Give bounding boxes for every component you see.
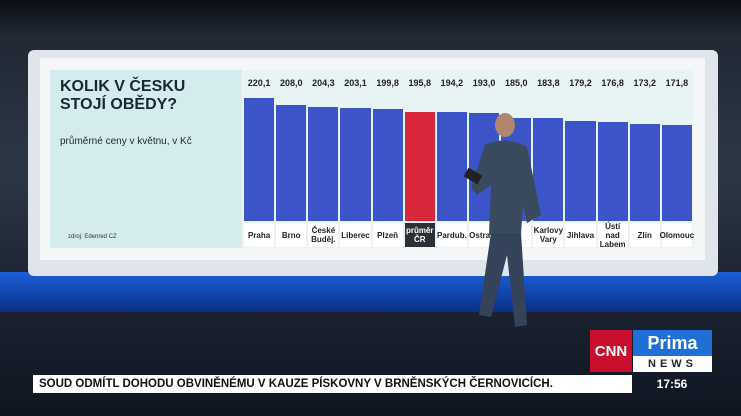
ceiling bbox=[0, 0, 741, 40]
x-tick-label: Brno bbox=[276, 223, 307, 247]
x-tick-label: Pardub. bbox=[436, 223, 467, 247]
source: zdroj: Edenred CZ bbox=[68, 234, 117, 240]
value-label: 183,8 bbox=[537, 78, 560, 88]
chart-title: KOLIK V ČESKU STOJÍ OBĚDY? bbox=[60, 78, 186, 113]
value-label: 199,8 bbox=[376, 78, 399, 88]
x-tick-label: Olomouc bbox=[660, 223, 694, 247]
value-label: 173,2 bbox=[633, 78, 657, 88]
x-tick-label: Ústí nad Labem bbox=[597, 222, 628, 249]
value-label: 204,3 bbox=[312, 78, 335, 88]
x-tick-label: Jihlava bbox=[565, 223, 596, 247]
value-label: 208,0 bbox=[279, 78, 303, 88]
presenter bbox=[463, 113, 541, 327]
bar bbox=[565, 120, 596, 221]
x-tick-label: České Buděj. bbox=[308, 223, 339, 247]
bar bbox=[308, 106, 339, 221]
x-tick-label: průměr ČR bbox=[404, 223, 435, 247]
ticker: SOUD ODMÍTL DOHODU OBVINĚNÉMU V KAUZE PÍ… bbox=[33, 375, 632, 393]
value-label: 220,1 bbox=[247, 78, 271, 88]
bar bbox=[276, 104, 307, 221]
value-label: 194,2 bbox=[440, 78, 464, 88]
value-label: 195,8 bbox=[408, 78, 432, 88]
title-panel: KOLIK V ČESKU STOJÍ OBĚDY? průměrné ceny… bbox=[50, 70, 242, 248]
bar bbox=[404, 111, 435, 221]
bar bbox=[244, 98, 275, 221]
bar bbox=[629, 124, 660, 221]
x-tick-label: Zlín bbox=[629, 223, 660, 247]
value-label: 193,0 bbox=[472, 78, 496, 88]
x-tick-label: Karlovy Vary bbox=[533, 223, 564, 247]
value-label: 185,0 bbox=[504, 78, 528, 88]
prima-logo: Prima bbox=[633, 330, 712, 356]
bar bbox=[372, 109, 403, 221]
x-tick-label: Praha bbox=[244, 223, 275, 247]
news-logo: NEWS bbox=[633, 356, 712, 372]
x-tick-label: Plzeň bbox=[372, 223, 403, 247]
bar bbox=[597, 122, 628, 221]
bar bbox=[436, 112, 467, 221]
value-label: 179,2 bbox=[569, 78, 592, 88]
bar bbox=[661, 124, 692, 221]
x-tick-label: Liberec bbox=[340, 223, 371, 247]
value-label: 176,8 bbox=[601, 78, 624, 88]
clock: 17:56 bbox=[632, 375, 712, 393]
bar bbox=[340, 107, 371, 221]
floor-led bbox=[0, 272, 741, 312]
chart-subtitle: průměrné ceny v květnu, v Kč bbox=[60, 136, 192, 147]
plot-area: 220,1 Praha 208,0 Brno 204,3 České Buděj. 203,… bbox=[243, 70, 694, 249]
cnn-logo: CNN bbox=[590, 330, 632, 372]
value-label: 171,8 bbox=[665, 78, 689, 88]
value-label: 203,1 bbox=[344, 78, 367, 88]
